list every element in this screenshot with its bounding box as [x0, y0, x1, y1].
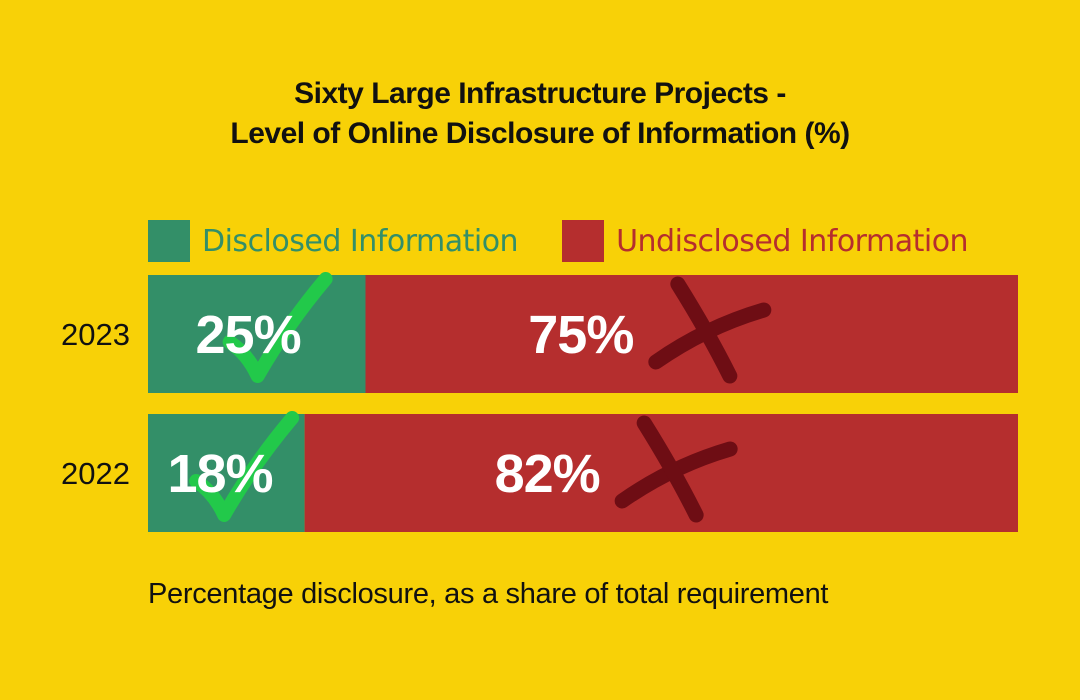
chart-title: Sixty Large Infrastructure Projects - Le…: [0, 74, 1080, 154]
check-icon: [222, 272, 333, 383]
legend: Disclosed Information Undisclosed Inform…: [148, 220, 969, 262]
value-label-undisclosed-2022: 82%: [495, 444, 600, 504]
check-icon: [189, 411, 300, 522]
cross-icon: [614, 415, 738, 523]
value-label-disclosed-2023: 25%: [196, 305, 301, 365]
category-label-2023: 2023: [61, 317, 130, 352]
legend-item-disclosed: Disclosed Information: [148, 220, 519, 262]
category-label-2022: 2022: [61, 456, 130, 491]
chart-caption: Percentage disclosure, as a share of tot…: [148, 578, 829, 610]
value-label-undisclosed-2023: 75%: [528, 305, 633, 365]
legend-swatch-disclosed: [148, 220, 190, 262]
value-label-disclosed-2022: 18%: [167, 444, 272, 504]
legend-item-undisclosed: Undisclosed Information: [562, 220, 969, 262]
chart-title-line-2: Level of Online Disclosure of Informatio…: [230, 117, 850, 150]
cross-icon: [648, 276, 772, 384]
chart-title-line-1: Sixty Large Infrastructure Projects -: [294, 77, 786, 110]
legend-label-undisclosed: Undisclosed Information: [616, 223, 969, 259]
legend-label-disclosed: Disclosed Information: [202, 223, 519, 259]
legend-swatch-undisclosed: [562, 220, 605, 262]
